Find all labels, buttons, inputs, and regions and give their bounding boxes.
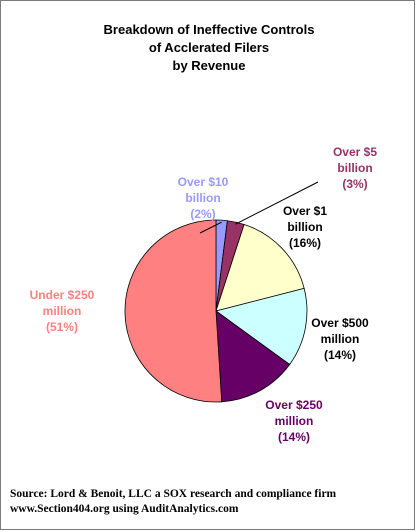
chart-title-line-1: Breakdown of Ineffective Controls [104,22,315,37]
pie-slice [124,219,223,403]
chart-title: Breakdown of Ineffective Controls of Acc… [104,22,315,73]
source-note: Source: Lord & Benoit, LLC a SOX researc… [10,487,410,517]
slice-label: Under $250 million (51%) [30,288,95,334]
slice-label: Over $10 billion (2%) [178,175,229,221]
leader-lines [199,181,319,234]
pie-slice [215,310,291,403]
leader-line [199,221,222,234]
slice-label: Over $1 billion (16%) [283,204,327,250]
chart-title-line-2: of Acclerated Filers [149,40,269,55]
pie-slices [124,219,308,403]
slice-label: Over $5 billion (3%) [333,145,377,191]
pie-slice [215,287,308,366]
source-line-1: Source: Lord & Benoit, LLC a SOX researc… [10,488,337,500]
slice-label: Over $500 million (14%) [311,316,369,362]
pie-slice [215,223,305,312]
chart-title-line-3: by Revenue [173,58,246,73]
slice-label: Over $250 million (14%) [265,398,323,444]
source-line-2: www.Section404.org using AuditAnalytics.… [10,503,239,515]
slice-labels: Over $10 billion (2%)Over $5 billion (3%)Ove… [30,145,378,444]
leader-line [235,181,319,225]
